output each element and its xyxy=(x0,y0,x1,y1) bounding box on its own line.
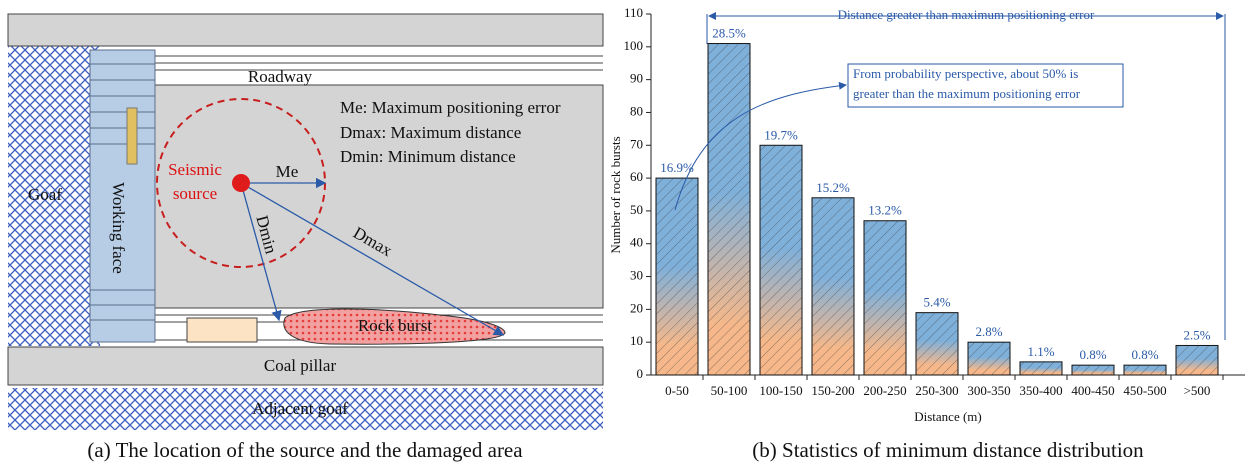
legend-text: Me: Maximum positioning error xyxy=(340,98,561,117)
caption: (b) Statistics of minimum distance distr… xyxy=(752,438,1144,462)
bar-hatch xyxy=(916,313,958,375)
annotation: greater than the maximum positioning err… xyxy=(853,86,1081,101)
x-tick-label: 450-500 xyxy=(1123,383,1166,398)
y-tick-label: 100 xyxy=(624,38,644,53)
coal-pillar-label: Coal pillar xyxy=(264,356,337,375)
x-tick-label: 150-200 xyxy=(811,383,854,398)
y-tick-label: 70 xyxy=(630,136,643,151)
data-label: 13.2% xyxy=(868,203,902,218)
me-label: Me xyxy=(276,162,299,181)
bar-hatch xyxy=(760,145,802,375)
coal-seam xyxy=(155,85,603,308)
y-tick-label: 20 xyxy=(630,300,643,315)
data-label: 0.8% xyxy=(1079,347,1106,362)
figure: Roadway Me: Maximum positioning error Dm… xyxy=(0,0,1259,468)
bar-hatch xyxy=(1124,365,1166,375)
source-label: source xyxy=(173,184,217,203)
y-tick-label: 40 xyxy=(630,235,643,250)
bar-hatch xyxy=(864,221,906,375)
bar-hatch xyxy=(1176,345,1218,375)
legend-text: Dmin: Minimum distance xyxy=(340,147,516,166)
y-tick-label: 30 xyxy=(630,268,643,283)
bar-hatch xyxy=(1072,365,1114,375)
rock-burst-label: Rock burst xyxy=(358,316,432,335)
data-label: 15.2% xyxy=(816,180,850,195)
bar-hatch xyxy=(812,198,854,375)
bar-hatch xyxy=(656,178,698,375)
goaf-label: Goaf xyxy=(28,185,62,204)
bar-hatch xyxy=(1020,362,1062,375)
x-tick-label: 100-150 xyxy=(759,383,802,398)
shearer xyxy=(127,108,137,164)
x-axis-label: Distance (m) xyxy=(914,409,982,424)
data-label: 28.5% xyxy=(712,26,746,41)
y-tick-label: 110 xyxy=(624,5,643,20)
source-label: Seismic xyxy=(168,160,222,179)
bar-chart: 0 10 20 30 40 50 60 70 80 90 100 110 Number of rock … xyxy=(608,5,1245,424)
data-label: 1.1% xyxy=(1027,344,1054,359)
legend-text: Dmax: Maximum distance xyxy=(340,123,521,142)
top-rock xyxy=(8,14,603,46)
y-tick-label: 0 xyxy=(637,366,644,381)
x-tick-label: 300-350 xyxy=(967,383,1010,398)
y-tick-label: 50 xyxy=(630,202,643,217)
caption: (a) The location of the source and the d… xyxy=(87,438,523,462)
x-tick-label: 400-450 xyxy=(1071,383,1114,398)
x-tick-label: 50-100 xyxy=(711,383,748,398)
data-label: 5.4% xyxy=(923,295,950,310)
y-tick-label: 80 xyxy=(630,103,643,118)
annotation: Distance greater than maximum positionin… xyxy=(838,7,1095,22)
diagram: Roadway Me: Maximum positioning error Dm… xyxy=(8,14,603,430)
annotation: From probability perspective, about 50% … xyxy=(853,66,1078,81)
adjacent-goaf-label: Adjacent goaf xyxy=(252,399,348,418)
roadway-label: Roadway xyxy=(248,67,313,86)
x-tick-label: 350-400 xyxy=(1019,383,1062,398)
bar-hatch xyxy=(968,342,1010,375)
y-tick-label: 10 xyxy=(630,333,643,348)
x-tick-label: 250-300 xyxy=(915,383,958,398)
equipment xyxy=(187,318,257,342)
x-tick-label: 200-250 xyxy=(863,383,906,398)
y-axis-label: Number of rock bursts xyxy=(608,136,623,253)
data-label: 19.7% xyxy=(764,127,798,142)
y-tick-label: 60 xyxy=(630,169,643,184)
data-label: 0.8% xyxy=(1131,347,1158,362)
data-label: 2.8% xyxy=(975,324,1002,339)
seismic-source xyxy=(232,174,250,192)
x-tick-label: 0-50 xyxy=(665,383,689,398)
x-tick-label: >500 xyxy=(1184,383,1211,398)
data-label: 2.5% xyxy=(1183,327,1210,342)
bar-hatch xyxy=(708,44,750,375)
working-face-label: Working face xyxy=(109,182,128,274)
y-tick-label: 90 xyxy=(630,71,643,86)
